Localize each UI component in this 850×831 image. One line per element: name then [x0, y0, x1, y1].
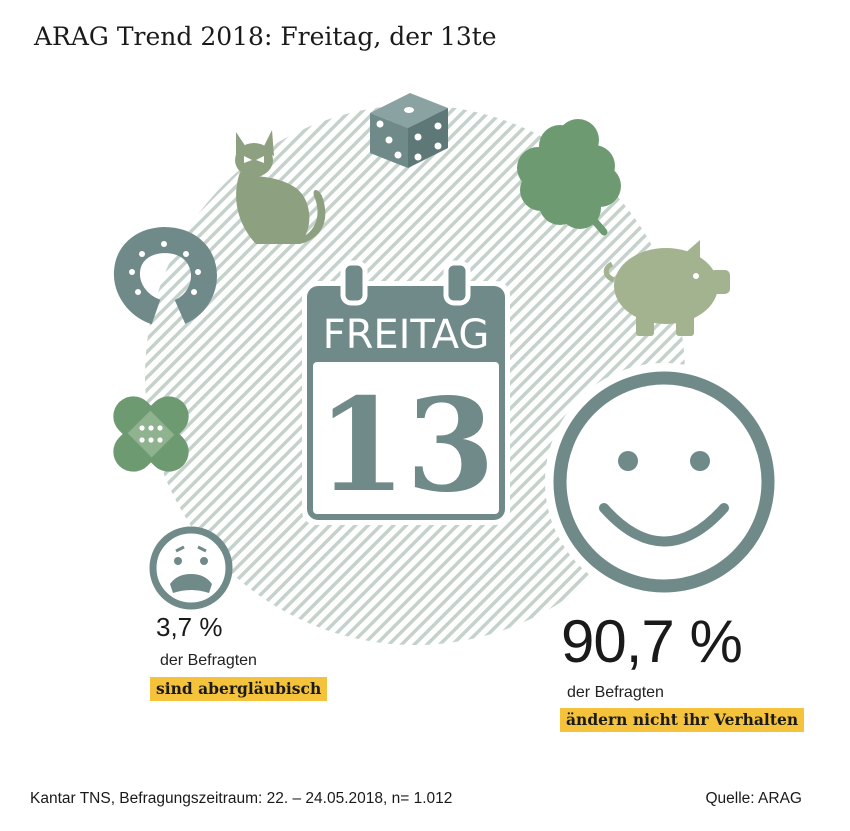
stat-unchanged-value: 90,7 %: [561, 608, 743, 675]
calendar-icon: FREITAG 13: [302, 260, 510, 525]
smiley-face-icon: [545, 363, 783, 601]
stat-unchanged-highlight: ändern nicht ihr Verhalten: [560, 708, 805, 732]
worried-face-icon: [149, 526, 233, 610]
stat-superstitious-value: 3,7 %: [156, 612, 223, 642]
clover-icon: [517, 119, 621, 236]
horseshoe-icon: [113, 226, 217, 325]
survey-note: Kantar TNS, Befragungszeitraum: 22. – 24…: [30, 790, 453, 807]
dice-icon: [370, 93, 448, 168]
piggy-bank-icon: [603, 240, 730, 336]
plaster-icon: [113, 396, 189, 472]
stat-superstitious-highlight: sind abergläubisch: [150, 677, 328, 701]
source-label: Quelle: ARAG: [705, 790, 803, 807]
stat-unchanged-subject: der Befragten: [567, 684, 664, 701]
calendar-day: 13: [317, 371, 495, 521]
page-title: ARAG Trend 2018: Freitag, der 13te: [34, 22, 497, 51]
stat-superstitious-subject: der Befragten: [160, 652, 257, 669]
calendar-weekday: FREITAG: [323, 312, 490, 358]
cat-icon: [235, 130, 326, 244]
